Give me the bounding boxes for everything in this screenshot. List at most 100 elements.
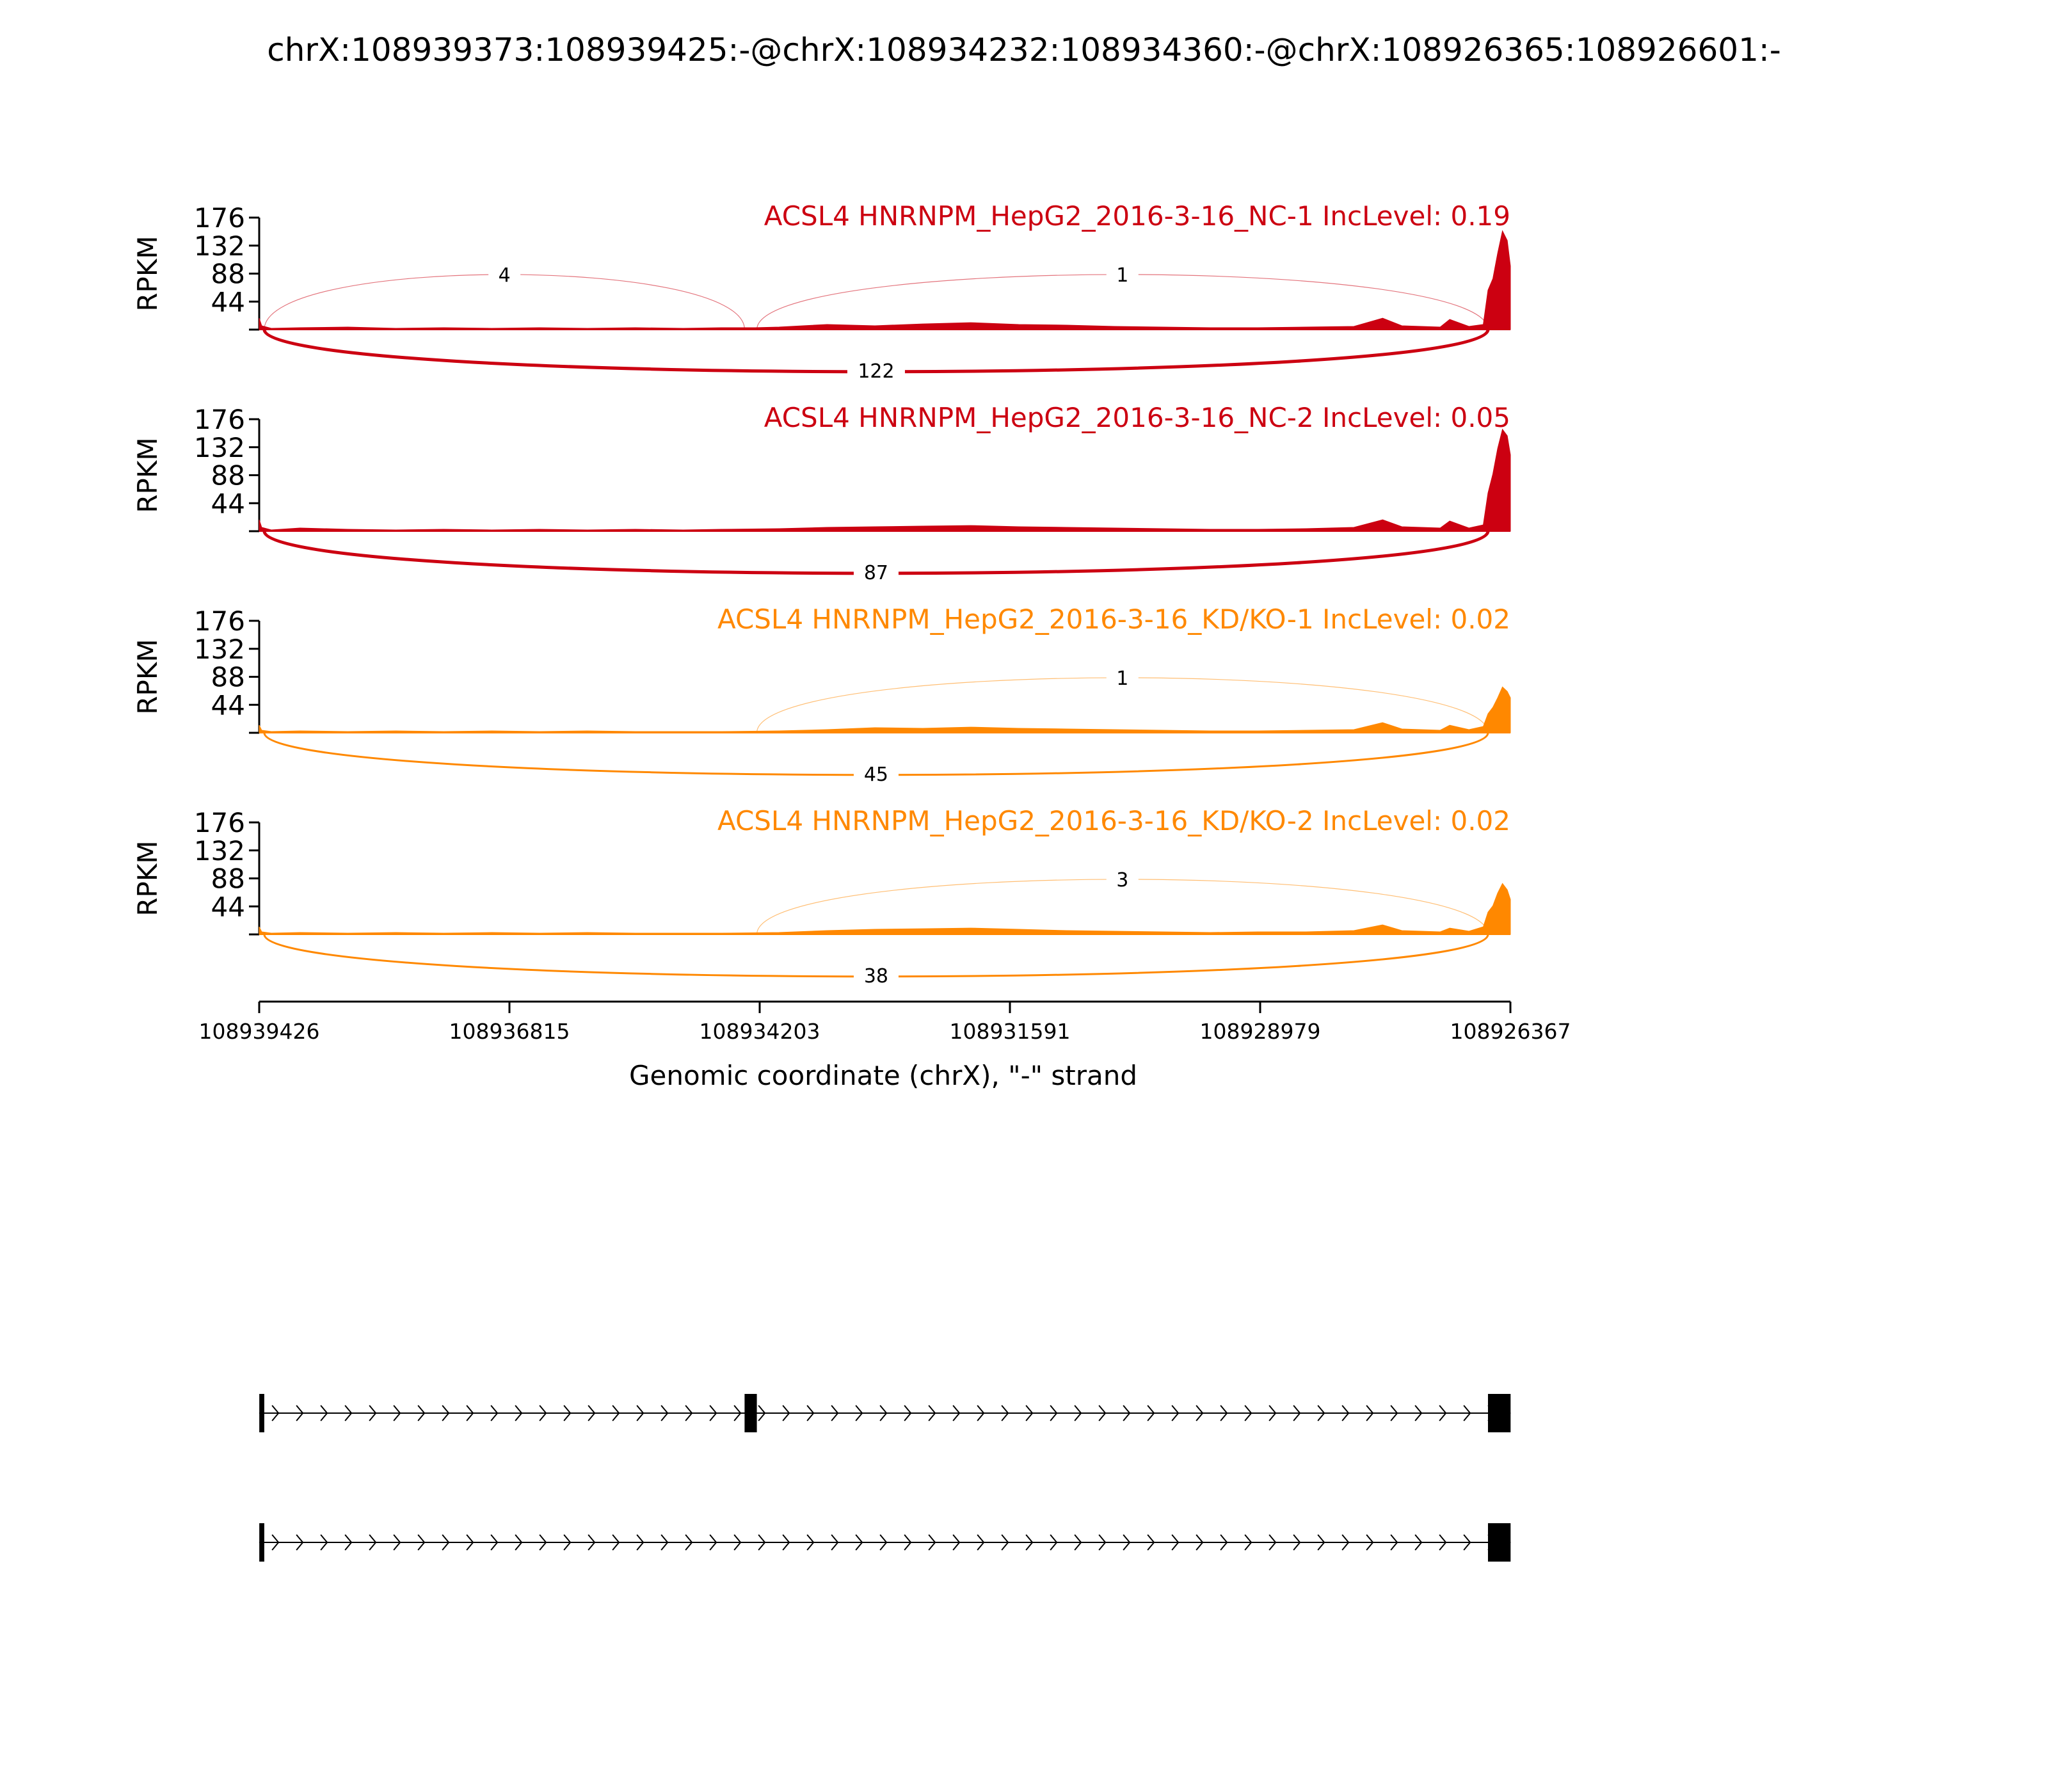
strand-arrow [539, 1534, 547, 1551]
junction-count: 4 [499, 264, 511, 287]
figure-title: chrX:108939373:108939425:-@chrX:10893423… [267, 31, 1781, 68]
y-tick-label: 132 [194, 634, 245, 665]
coverage-area [259, 428, 1511, 532]
junction-count-bg [1106, 262, 1139, 285]
y-tick-label: 88 [211, 259, 245, 290]
coverage-area [259, 883, 1511, 935]
strand-arrow [393, 1534, 401, 1551]
strand-arrow [709, 1405, 717, 1421]
strand-arrow [685, 1534, 693, 1551]
strand-arrow [563, 1405, 572, 1421]
strand-arrow [369, 1534, 377, 1551]
strand-arrow [1390, 1405, 1398, 1421]
strand-arrow [1463, 1405, 1471, 1421]
strand-arrow [1001, 1534, 1009, 1551]
strand-arrow [1074, 1405, 1082, 1421]
strand-arrow [563, 1534, 572, 1551]
junction-count: 38 [864, 965, 888, 988]
y-tick-label: 44 [211, 286, 245, 317]
junction-count: 3 [1116, 869, 1128, 892]
strand-arrow [1074, 1534, 1082, 1551]
strand-arrow [490, 1405, 499, 1421]
strand-arrow [320, 1405, 328, 1421]
y-tick-label: 88 [211, 662, 245, 693]
strand-arrow [1123, 1405, 1131, 1421]
strand-arrow [369, 1405, 377, 1421]
strand-arrow [1341, 1534, 1350, 1551]
strand-arrow [1390, 1534, 1398, 1551]
strand-arrow [1244, 1405, 1252, 1421]
strand-arrow [1317, 1405, 1325, 1421]
y-axis-label: RPKM [132, 639, 163, 714]
strand-arrow [1317, 1534, 1325, 1551]
strand-arrow [1341, 1405, 1350, 1421]
strand-arrow [466, 1405, 474, 1421]
strand-arrow [344, 1405, 353, 1421]
strand-arrow [1439, 1405, 1447, 1421]
exon-block [1487, 1394, 1511, 1432]
strand-arrow [1050, 1534, 1058, 1551]
strand-arrow [782, 1405, 790, 1421]
y-tick-label: 132 [194, 835, 245, 867]
strand-arrow [636, 1405, 644, 1421]
x-axis-label: Genomic coordinate (chrX), "-" strand [629, 1060, 1137, 1091]
strand-arrow [855, 1405, 863, 1421]
strand-arrow [1098, 1405, 1107, 1421]
junction-count-bg [847, 358, 905, 381]
y-tick-label: 44 [211, 488, 245, 519]
y-tick-label: 176 [194, 605, 245, 637]
strand-arrow [904, 1405, 912, 1421]
strand-arrow [952, 1534, 961, 1551]
strand-arrow [612, 1405, 620, 1421]
coverage-area [259, 686, 1511, 733]
strand-arrow [1414, 1534, 1423, 1551]
strand-arrow [417, 1534, 426, 1551]
x-axis: 108939426 108936815 108934203 108931591 1089… [199, 1000, 1571, 1044]
strand-arrow [1171, 1534, 1180, 1551]
strand-arrow [539, 1405, 547, 1421]
strand-arrow [1147, 1405, 1155, 1421]
junction-count-bg [488, 262, 521, 285]
strand-arrow [1244, 1534, 1252, 1551]
y-tick-label: 88 [211, 460, 245, 492]
strand-arrow [588, 1534, 596, 1551]
strand-arrow [271, 1405, 280, 1421]
strand-arrow [1196, 1534, 1204, 1551]
strand-arrow [1439, 1534, 1447, 1551]
junction-count-bg [853, 963, 899, 986]
strand-arrow [636, 1534, 644, 1551]
strand-arrow [1220, 1405, 1228, 1421]
strand-arrow [296, 1405, 304, 1421]
strand-arrow [1268, 1405, 1277, 1421]
exon-block [259, 1394, 264, 1432]
strand-arrow [831, 1534, 839, 1551]
y-axis-label: RPKM [132, 236, 163, 311]
isoform-structures [259, 1394, 1511, 1562]
strand-arrow [685, 1405, 693, 1421]
strand-arrow [952, 1405, 961, 1421]
x-tick-label: 108931591 [950, 1019, 1071, 1044]
track-label: ACSL4 HNRNPM_HepG2_2016-3-16_KD/KO-2 Inc… [717, 805, 1510, 836]
strand-arrow [904, 1534, 912, 1551]
strand-arrow [709, 1534, 717, 1551]
track-label: ACSL4 HNRNPM_HepG2_2016-3-16_NC-2 IncLev… [764, 402, 1510, 433]
strand-arrow [417, 1405, 426, 1421]
y-tick-label: 132 [194, 432, 245, 463]
strand-arrow [660, 1405, 669, 1421]
exon-block [1487, 1523, 1511, 1562]
strand-arrow [782, 1534, 790, 1551]
x-tick-label: 108936815 [449, 1019, 570, 1044]
strand-arrow [758, 1534, 766, 1551]
x-tick-label: 108926367 [1450, 1019, 1571, 1044]
strand-arrow [1123, 1534, 1131, 1551]
strand-arrow [442, 1534, 450, 1551]
strand-arrow [977, 1405, 985, 1421]
strand-arrow [806, 1405, 815, 1421]
junction-count: 1 [1116, 668, 1128, 690]
y-tick-label: 176 [194, 807, 245, 838]
strand-arrow [1366, 1534, 1374, 1551]
strand-arrow [1220, 1534, 1228, 1551]
strand-arrow [831, 1405, 839, 1421]
isoform-1 [259, 1394, 1511, 1432]
